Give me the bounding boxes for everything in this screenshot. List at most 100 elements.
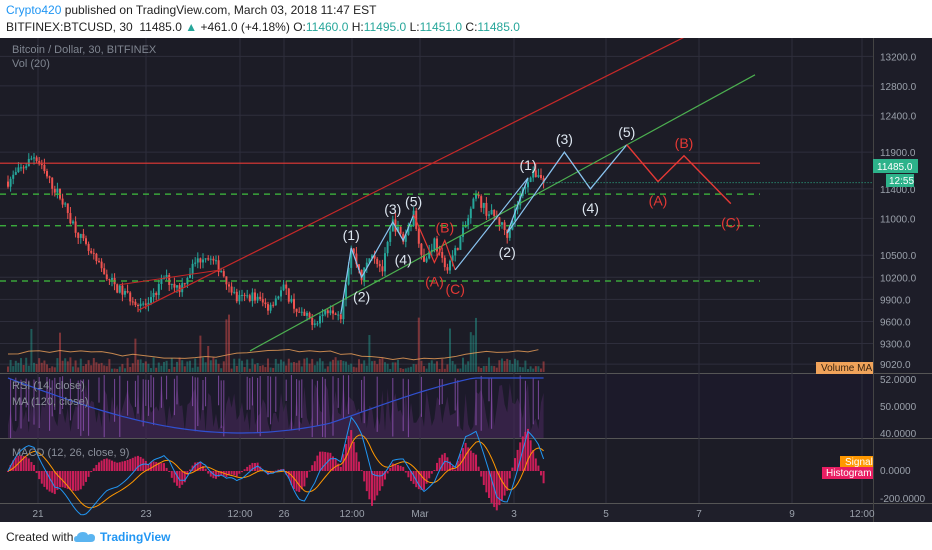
volume-bar — [417, 317, 420, 372]
candle-body — [212, 258, 215, 261]
candle-body — [508, 229, 511, 238]
volume-bar — [306, 357, 308, 372]
volume-bar — [282, 361, 285, 372]
macd-histogram-bar — [7, 471, 9, 472]
volume-bar — [254, 364, 256, 372]
candle-body — [285, 284, 288, 289]
macd-histogram-bar — [95, 464, 98, 471]
projection-correction-label: (C) — [721, 215, 740, 231]
high-value: 11495.0 — [363, 20, 407, 34]
volume-bar — [116, 368, 119, 372]
macd-histogram-bar — [194, 462, 197, 471]
wave-label: (3) — [384, 201, 401, 217]
volume-bar — [495, 367, 498, 372]
candle-body — [274, 298, 277, 306]
volume-bar — [300, 366, 303, 372]
drawings — [0, 38, 873, 352]
candle-body — [53, 188, 56, 193]
candle-body — [303, 311, 306, 316]
candle-body — [25, 166, 28, 169]
macd-histogram-bar — [181, 471, 184, 485]
volume-bar — [316, 361, 319, 372]
macd-histogram-bar — [449, 461, 451, 471]
author-link[interactable]: Crypto420 — [6, 3, 62, 17]
volume-ma-label: Volume MA — [821, 363, 872, 374]
macd-histogram-bar — [495, 471, 498, 511]
candle-body — [7, 181, 9, 187]
volume-bar — [40, 362, 43, 372]
macd-histogram-bar — [542, 471, 545, 484]
macd-histogram-bar — [20, 455, 22, 471]
tradingview-link[interactable]: TradingView — [100, 530, 171, 544]
macd-histogram-bar — [113, 461, 116, 471]
candle-body — [152, 292, 155, 298]
volume-bar — [27, 365, 30, 372]
candle-body — [451, 255, 454, 261]
macd-histogram-bar — [69, 471, 72, 491]
candle-body — [100, 261, 103, 269]
volume-bar — [511, 363, 514, 372]
macd-histogram-bar — [384, 471, 386, 480]
last-price-badge — [873, 159, 918, 173]
price-tick-label: 11000.0 — [880, 214, 916, 225]
candle-body — [381, 266, 384, 272]
price-tick-label: 9900.0 — [880, 295, 911, 306]
candle-body — [139, 303, 142, 307]
publish-line: Crypto420 published on TradingView.com, … — [6, 3, 376, 17]
macd-histogram-bar — [30, 462, 33, 471]
candle-body — [272, 304, 275, 306]
volume-bar — [176, 361, 178, 372]
correction-path — [413, 214, 456, 271]
volume-bar — [342, 360, 345, 372]
volume-bar — [264, 367, 267, 372]
candle-body — [264, 302, 267, 305]
macd-histogram-bar — [540, 471, 542, 476]
candle-body — [155, 292, 158, 296]
candle-body — [251, 292, 254, 302]
volume-bar — [503, 361, 506, 372]
volume-bar — [446, 364, 449, 372]
macd-histogram-bar — [352, 441, 355, 471]
macd-histogram-bar — [111, 460, 113, 471]
macd-histogram-bar — [254, 462, 256, 471]
volume-bar — [90, 365, 93, 372]
macd-histogram-bar — [9, 464, 12, 471]
macd-histogram-bar — [277, 469, 280, 471]
macd-histogram-bar — [256, 462, 259, 471]
candle-body — [254, 292, 256, 301]
volume-bar — [436, 361, 438, 372]
candle-body — [360, 269, 363, 281]
macd-histogram-bar — [209, 471, 212, 477]
volume-bar — [368, 335, 371, 372]
close-value: 11485.0 — [477, 20, 520, 34]
volume-bar — [124, 368, 126, 372]
candle-body — [66, 203, 69, 213]
volume-bar — [467, 361, 470, 372]
candle-body — [269, 304, 272, 311]
volume-bar — [480, 368, 483, 372]
candle-body — [488, 214, 490, 216]
macd-histogram-bar — [189, 469, 191, 471]
candle-body — [537, 174, 540, 178]
macd-histogram-bar — [423, 471, 425, 490]
volume-bar — [248, 368, 251, 372]
rsi-ma-line — [7, 377, 544, 434]
candle-body — [220, 271, 223, 273]
chart-canvas[interactable]: (1) (2) (3) (4) (5) (1) (2) (A) (B) (C) (3) (4) (5) (… — [0, 38, 932, 522]
volume-bar — [324, 368, 327, 372]
macd-histogram-bar — [142, 458, 145, 471]
volume-bar — [173, 366, 176, 372]
candle-body — [194, 262, 197, 264]
macd-histogram-bar — [415, 471, 418, 488]
volume-bar — [137, 359, 139, 372]
macd-histogram-bar — [147, 463, 150, 471]
macd-histogram-bar — [25, 457, 28, 471]
volume-bar — [243, 367, 246, 372]
volume-bar — [397, 359, 399, 372]
histogram-label: Histogram — [826, 468, 872, 479]
impulse-path — [454, 177, 545, 271]
time-tick-label: 7 — [696, 509, 702, 520]
volume-bar — [334, 357, 337, 372]
candle-body — [241, 294, 243, 296]
candle-body — [402, 233, 405, 242]
